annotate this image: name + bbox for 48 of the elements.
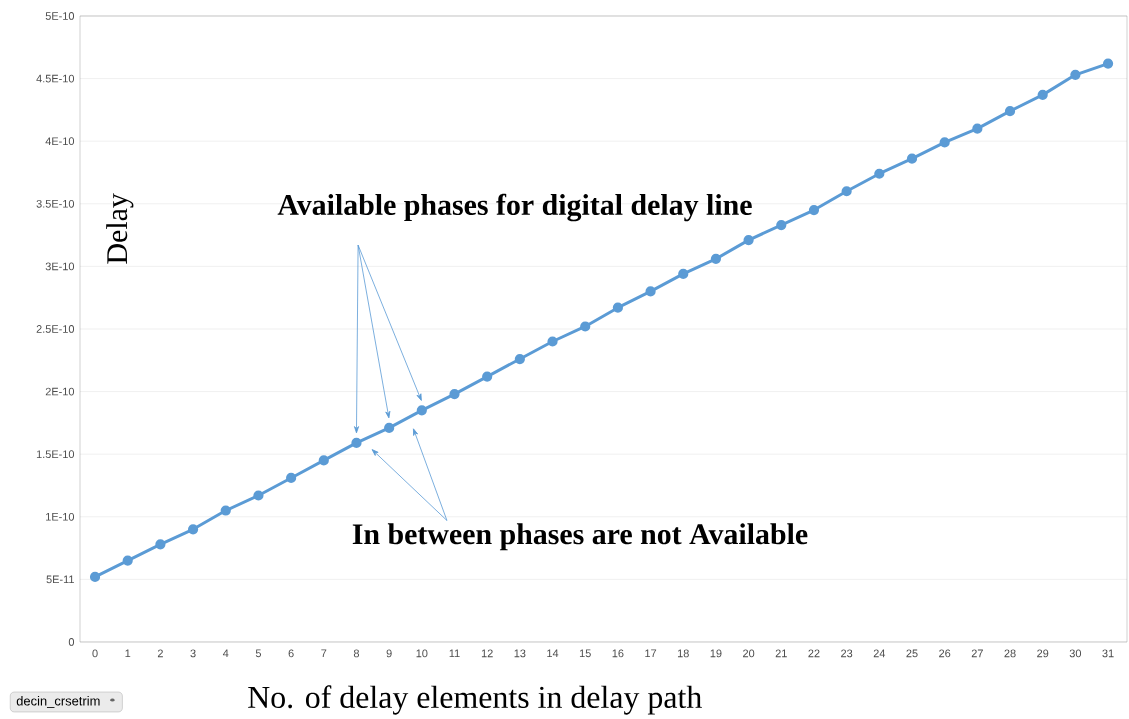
x-axis-title: No. of delay elements in delay path (248, 685, 702, 715)
y-axis-title: Delay (106, 193, 134, 264)
y-tick-label: 0 (68, 638, 75, 646)
y-tick-label: 2E-10 (45, 387, 75, 396)
y-tick-label: 3.5E-10 (36, 199, 75, 208)
x-tick-label: 3 (190, 649, 196, 658)
x-tick-label: 20 (743, 649, 755, 658)
x-tick-label: 11 (449, 649, 460, 658)
x-tick-label: 27 (971, 649, 983, 658)
y-tick-label: 2.5E-10 (36, 325, 75, 333)
x-tick-label: 10 (416, 649, 428, 658)
y-tick-label: 5E-11 (46, 575, 74, 584)
x-tick-label: 23 (841, 649, 853, 658)
x-tick-label: 29 (1037, 649, 1049, 658)
x-tick-label: 31 (1102, 649, 1114, 658)
y-tick-label: 1.5E-10 (36, 450, 75, 459)
x-tick-label: 16 (612, 649, 624, 658)
y-tick-label: 1E-10 (46, 512, 75, 521)
x-tick-label: 6 (288, 649, 294, 658)
x-tick-label: 24 (873, 649, 886, 658)
annotation: In between phases are not Available (352, 523, 808, 551)
x-tick-label: 30 (1069, 649, 1082, 658)
x-tick-label: 25 (906, 649, 918, 658)
y-tick-label: 3E-10 (45, 262, 75, 271)
x-tick-label: 19 (710, 649, 722, 658)
y-tick-label: 4E-10 (45, 137, 75, 146)
y-tick-label: 4.5E-10 (36, 74, 75, 83)
x-tick-label: 5 (255, 649, 262, 658)
x-tick-label: 12 (481, 649, 493, 658)
x-tick-label: 9 (386, 649, 392, 658)
x-tick-label: 28 (1004, 649, 1016, 658)
x-tick-label: 8 (353, 649, 360, 658)
x-tick-label: 15 (579, 649, 591, 658)
y-tick-label: 5E-10 (45, 12, 75, 20)
x-tick-label: 14 (547, 649, 559, 658)
x-tick-label: 21 (775, 649, 787, 658)
text: decin_crsetrim (16, 696, 100, 708)
annotation: Available phases for digital delay line (277, 193, 752, 222)
x-tick-label: 17 (645, 649, 657, 658)
x-tick-label: 18 (677, 649, 689, 658)
x-tick-label: 4 (222, 649, 229, 658)
x-tick-label: 13 (514, 649, 526, 658)
x-tick-label: 22 (808, 649, 820, 658)
x-tick-label: 7 (321, 649, 327, 658)
x-tick-label: 2 (157, 649, 163, 658)
x-tick-label: 26 (939, 649, 951, 658)
x-tick-label: 1 (125, 649, 131, 658)
x-tick-label: 0 (92, 649, 98, 658)
